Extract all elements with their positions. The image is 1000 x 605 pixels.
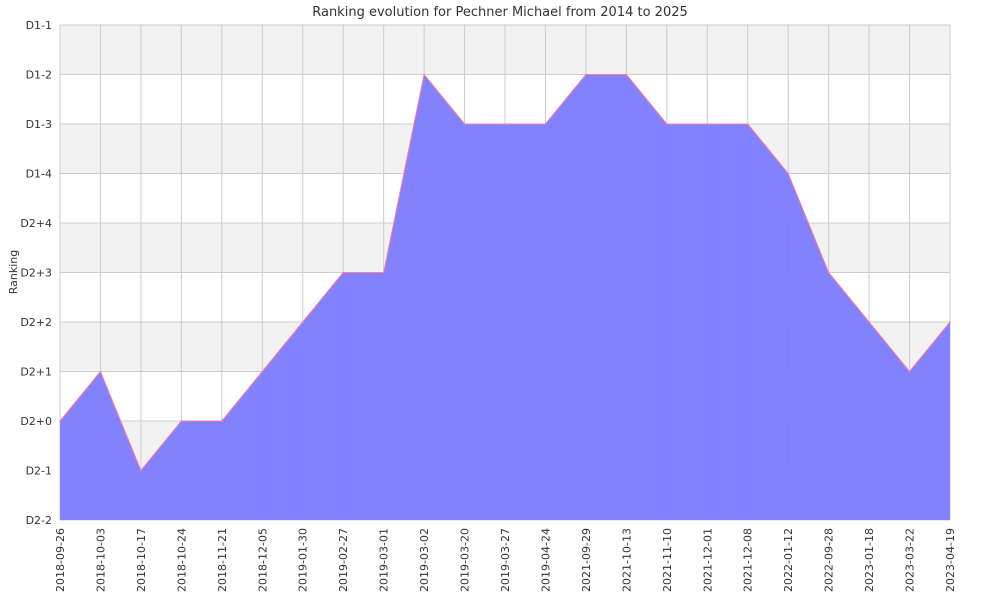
x-tick-label: 2019-04-24 — [539, 528, 552, 592]
data-point-0 — [59, 420, 61, 422]
y-tick-label: D1-4 — [26, 168, 52, 181]
data-point-13 — [585, 73, 587, 76]
data-point-10 — [463, 123, 466, 125]
x-tick-label: 2019-03-20 — [459, 528, 472, 592]
data-point-2 — [140, 469, 142, 472]
x-tick-label: 2021-12-01 — [701, 528, 714, 592]
y-tick-label: D2+3 — [20, 267, 52, 280]
series-layer — [59, 73, 951, 520]
series-area — [60, 74, 950, 520]
y-axis-label: Ranking — [7, 250, 20, 295]
x-tick-label: 2018-09-26 — [54, 528, 67, 592]
x-tick-label: 2019-03-02 — [418, 528, 431, 592]
x-tick-label: 2018-11-21 — [216, 528, 229, 592]
data-point-12 — [544, 123, 547, 125]
data-point-11 — [504, 123, 506, 125]
x-tick-label: 2019-03-27 — [499, 528, 512, 592]
data-point-21 — [908, 370, 911, 373]
data-point-16 — [706, 123, 709, 125]
x-tick-label: 2021-11-10 — [661, 528, 674, 592]
x-tick-label: 2019-02-27 — [337, 528, 350, 592]
data-point-22 — [949, 321, 951, 323]
data-point-19 — [827, 271, 830, 274]
data-point-3 — [180, 420, 183, 422]
data-point-15 — [666, 123, 668, 125]
data-point-5 — [261, 370, 264, 373]
y-tick-label: D2+1 — [20, 366, 52, 379]
y-tick-label: D1-1 — [26, 19, 52, 32]
x-tick-label: 2018-12-05 — [256, 528, 269, 592]
chart-title: Ranking evolution for Pechner Michael fr… — [312, 5, 688, 20]
x-tick-label: 2021-12-08 — [742, 528, 755, 592]
data-point-20 — [868, 321, 870, 323]
data-point-18 — [787, 172, 789, 175]
y-tick-label: D1-2 — [26, 69, 52, 82]
y-tick-label: D2+0 — [20, 415, 52, 428]
y-tick-label: D2+4 — [20, 217, 52, 230]
x-tick-label: 2021-10-13 — [620, 528, 633, 592]
x-tick-label: 2018-10-24 — [175, 528, 188, 592]
x-tick-label: 2023-03-22 — [904, 528, 917, 592]
x-tick-label: 2021-09-29 — [580, 528, 593, 592]
x-tick-label: 2019-03-01 — [378, 528, 391, 592]
y-tick-label: D2+2 — [20, 316, 52, 329]
data-point-7 — [342, 271, 344, 274]
data-point-9 — [423, 73, 425, 76]
y-tick-label: D1-3 — [26, 118, 52, 131]
data-point-14 — [625, 73, 628, 76]
data-point-6 — [301, 321, 304, 323]
x-tick-label: 2019-01-30 — [297, 528, 310, 592]
x-tick-label: 2018-10-03 — [94, 528, 107, 592]
x-tick-label: 2023-04-19 — [944, 528, 957, 592]
data-point-4 — [221, 420, 223, 422]
x-tick-label: 2023-01-18 — [863, 528, 876, 592]
x-tick-labels: 2018-09-26 2018-10-03 2018-10-17 2018-10-24… — [54, 528, 957, 592]
x-tick-label: 2022-01-12 — [782, 528, 795, 592]
x-tick-label: 2022-09-28 — [823, 528, 836, 592]
data-point-17 — [746, 123, 749, 125]
y-tick-label: D2-2 — [26, 514, 52, 527]
data-point-1 — [99, 370, 102, 373]
y-tick-labels: D2-2 D2-1 D2+0 D2+1 D2+2 D2+3 D2+4 D1-4 D1-3 D1-2… — [20, 19, 52, 527]
y-tick-label: D2-1 — [26, 465, 52, 478]
data-point-8 — [382, 271, 385, 274]
x-tick-label: 2018-10-17 — [135, 528, 148, 592]
